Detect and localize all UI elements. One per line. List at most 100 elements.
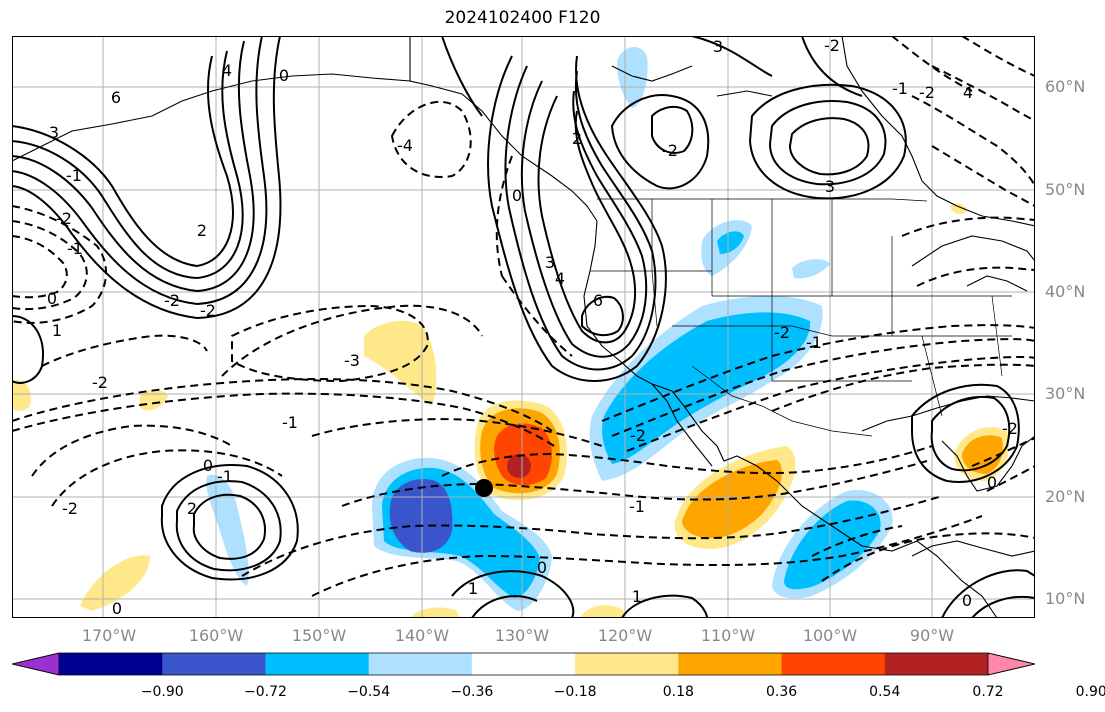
colorbar-extend-high bbox=[987, 652, 1035, 676]
colorbar-segment bbox=[884, 653, 989, 675]
contour-label: -1 bbox=[217, 467, 233, 486]
colorbar-tick-label: 0.54 bbox=[869, 684, 901, 700]
contour-label: -1 bbox=[892, 79, 908, 98]
contour-label: 0 bbox=[112, 599, 122, 618]
negative-anomaly-region bbox=[389, 479, 453, 553]
contour-label: 1 bbox=[632, 587, 642, 606]
colorbar-tick-label: 0.18 bbox=[662, 684, 694, 700]
contour-label: 3 bbox=[825, 177, 835, 196]
colorbar-tick-label: −0.36 bbox=[450, 684, 494, 700]
negative-anomaly-region bbox=[792, 259, 830, 279]
contour-label: -1 bbox=[282, 413, 298, 432]
contour-label: -2 bbox=[919, 83, 935, 102]
lon-label: 120°W bbox=[597, 626, 653, 645]
contour-label: 1 bbox=[468, 579, 478, 598]
contour-label: 0 bbox=[203, 456, 213, 475]
dashed-contours bbox=[12, 36, 1035, 597]
contour-label: -2 bbox=[824, 36, 840, 55]
contour-label: 2 bbox=[187, 499, 197, 518]
lon-label: 170°W bbox=[81, 626, 137, 645]
contour-label: -2 bbox=[92, 373, 108, 392]
colorbar-outline bbox=[12, 652, 1035, 676]
lon-label: 130°W bbox=[494, 626, 550, 645]
contour-label: 1 bbox=[52, 321, 62, 340]
contour-label: 3 bbox=[545, 253, 555, 272]
map-frame bbox=[12, 36, 1035, 618]
contour-label: -4 bbox=[397, 136, 413, 155]
positive-anomaly-region bbox=[12, 379, 31, 411]
colorbar-segment bbox=[471, 653, 576, 675]
contour-label: -1 bbox=[67, 239, 83, 258]
lat-label: 20°N bbox=[1045, 487, 1086, 506]
negative-anomaly-region bbox=[784, 500, 881, 590]
colorbar-segment bbox=[368, 653, 473, 675]
location-marker bbox=[475, 479, 493, 497]
colorbar-segment bbox=[59, 653, 163, 675]
contour-label: 0 bbox=[962, 591, 972, 610]
political-borders bbox=[590, 198, 1012, 437]
contour-label: 4 bbox=[963, 83, 973, 102]
colorbar-segment bbox=[781, 653, 886, 675]
colorbar-tick-label: 0.90 bbox=[1075, 684, 1105, 700]
lon-label: 100°W bbox=[802, 626, 858, 645]
contour-label: 3 bbox=[713, 37, 723, 56]
contour-label: 0 bbox=[47, 289, 57, 308]
lat-label: 10°N bbox=[1045, 589, 1086, 608]
lon-label: 110°W bbox=[700, 626, 756, 645]
contour-label: -2 bbox=[164, 291, 180, 310]
colorbar-segment bbox=[575, 653, 679, 675]
graticule bbox=[12, 36, 1035, 618]
lon-label: 160°W bbox=[188, 626, 244, 645]
contour-label: 0 bbox=[987, 473, 997, 492]
contour-label: -1 bbox=[806, 333, 822, 352]
contour-label: -2 bbox=[200, 301, 216, 320]
chart-title: 2024102400 F120 bbox=[444, 8, 601, 28]
positive-anomaly-region bbox=[950, 203, 967, 214]
map-plot-area: 3 6 4 0 2 3 -4 0 2 4 6 3 3 -2 -1 -2 0 -2… bbox=[12, 36, 1035, 618]
contour-label: -1 bbox=[66, 166, 82, 185]
contour-label: 6 bbox=[111, 88, 121, 107]
contour-label: -2 bbox=[62, 499, 78, 518]
lat-label: 30°N bbox=[1045, 384, 1086, 403]
colorbar-segment bbox=[678, 653, 783, 675]
colorbar-tick-label: 0.72 bbox=[972, 684, 1004, 700]
negative-anomaly-region bbox=[602, 312, 811, 464]
contour-label: 2 bbox=[572, 129, 582, 148]
contour-label: -2 bbox=[630, 426, 646, 445]
positive-anomaly-region bbox=[507, 454, 531, 478]
colorbar-tick-label: −0.18 bbox=[553, 684, 597, 700]
contour-label: -2 bbox=[774, 323, 790, 342]
colorbar-extend-low bbox=[12, 652, 60, 676]
contour-label: 0 bbox=[537, 558, 547, 577]
colorbar bbox=[12, 652, 1035, 676]
colorbar-segment bbox=[265, 653, 370, 675]
contour-label: 3 bbox=[49, 123, 59, 142]
lat-label: 60°N bbox=[1045, 77, 1086, 96]
lon-label: 150°W bbox=[291, 626, 347, 645]
contour-label: 0 bbox=[279, 66, 289, 85]
lat-label: 40°N bbox=[1045, 282, 1086, 301]
contour-label: -1 bbox=[629, 497, 645, 516]
positive-anomaly-region bbox=[80, 555, 150, 611]
negative-anomaly-region bbox=[717, 231, 744, 254]
positive-anomaly-region bbox=[962, 435, 1003, 474]
lon-label: 140°W bbox=[394, 626, 450, 645]
contour-label: -2 bbox=[56, 209, 72, 228]
contour-label: 6 bbox=[593, 291, 603, 310]
contour-label: 2 bbox=[197, 221, 207, 240]
positive-anomaly-region bbox=[140, 390, 168, 411]
positive-anomaly-region bbox=[580, 605, 624, 618]
contour-label: -3 bbox=[344, 351, 360, 370]
coastlines bbox=[12, 36, 1035, 618]
colorbar-tick-label: −0.90 bbox=[140, 684, 184, 700]
contour-label: -2 bbox=[662, 141, 678, 160]
contour-label: 4 bbox=[222, 61, 232, 80]
contour-label: 4 bbox=[555, 269, 565, 288]
lat-label: 50°N bbox=[1045, 180, 1086, 199]
colorbar-tick-label: −0.72 bbox=[243, 684, 287, 700]
colorbar-tick-label: 0.36 bbox=[765, 684, 798, 700]
contour-label: -2 bbox=[1002, 419, 1018, 438]
contour-labels: 3 6 4 0 2 3 -4 0 2 4 6 3 3 -2 -1 -2 0 -2… bbox=[47, 36, 1018, 618]
colorbar-segment bbox=[162, 653, 266, 675]
lon-label: 90°W bbox=[909, 626, 955, 645]
